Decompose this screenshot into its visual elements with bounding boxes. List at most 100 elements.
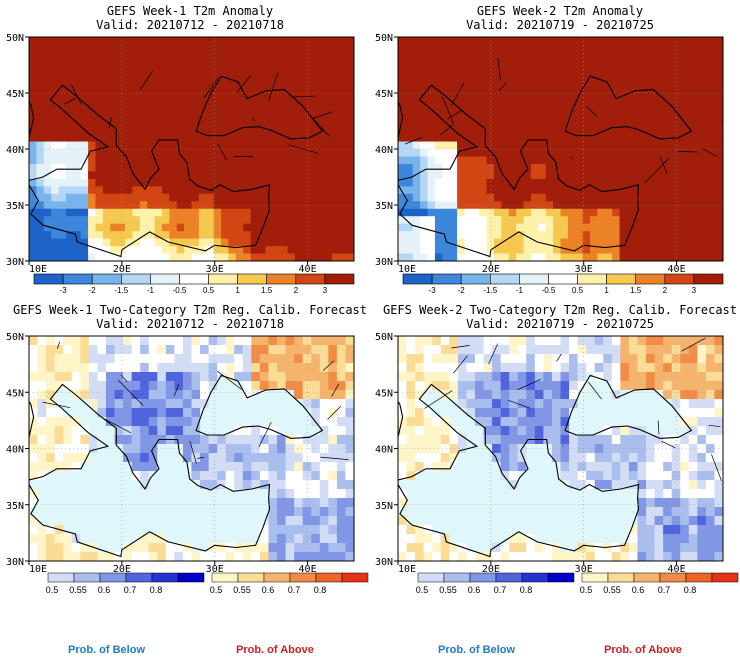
anomaly-legend-week2-label: 2 xyxy=(663,286,668,295)
below-legend-week1: 0.5 0.55 0.6 0.7 0.8 xyxy=(46,572,205,595)
below-legend-week1-swatch xyxy=(73,572,101,583)
below-legend-week2-swatch xyxy=(417,572,445,583)
anomaly-legend-week1-label: 1 xyxy=(235,286,240,295)
lat-label: 35N xyxy=(375,501,393,512)
lon-label: 10E xyxy=(29,564,47,575)
lat-label: 30N xyxy=(6,257,24,268)
lon-label: 40E xyxy=(668,264,686,275)
lon-label: 20E xyxy=(482,564,500,575)
above-legend-week2-label: 0.7 xyxy=(658,585,671,595)
anomaly-legend-week1-swatch xyxy=(266,273,297,285)
panel-title: GEFS Week-1 Two-Category T2m Reg. Calib.… xyxy=(13,303,367,317)
lat-label: 50N xyxy=(375,332,393,343)
lon-label: 30E xyxy=(206,264,224,275)
lon-label: 10E xyxy=(398,264,416,275)
lat-label: 40N xyxy=(375,445,393,456)
anomaly-legend-week1-swatch xyxy=(121,273,151,285)
anomaly-legend-week2-label: -2 xyxy=(458,286,466,295)
anomaly-legend-week1-label: 1.5 xyxy=(261,286,273,295)
below-legend-week2-swatch xyxy=(495,572,523,583)
prob-below-label-left: Prob. of Below xyxy=(68,644,145,656)
map-panel-week2-prob: GEFS Week-2 Two-Category T2m Reg. Calib.… xyxy=(375,303,737,575)
below-legend-week1-label: 0.5 xyxy=(46,585,59,595)
below-legend-week2-swatch xyxy=(547,572,575,583)
map-field-week1-anom xyxy=(29,37,354,261)
lon-label: 10E xyxy=(398,564,416,575)
above-legend-week1-label: 0.6 xyxy=(262,585,275,595)
lat-label: 50N xyxy=(6,332,24,343)
anomaly-legend-week2-label: -0.5 xyxy=(542,286,556,295)
anomaly-legend-week1-swatch xyxy=(208,273,238,285)
anomaly-legend-week2-swatch xyxy=(664,273,695,285)
above-legend-week2-swatch xyxy=(581,572,609,583)
below-legend-week2-label: 0.8 xyxy=(520,585,533,595)
anomaly-legend-week2-swatch xyxy=(489,273,520,285)
lat-label: 45N xyxy=(375,89,393,100)
coastline-week2-prob xyxy=(398,337,723,558)
lat-label: 45N xyxy=(375,388,393,399)
above-legend-week1-label: 0.8 xyxy=(314,585,327,595)
above-legend-week1-swatch xyxy=(341,572,369,583)
lat-label: 50N xyxy=(375,33,393,44)
panel-valid-date: Valid: 20210712 - 20210718 xyxy=(96,317,284,331)
anomaly-legend-week2-swatch xyxy=(460,273,491,285)
lat-label: 45N xyxy=(6,89,24,100)
anomaly-legend-week2-label: -3 xyxy=(429,286,437,295)
anomaly-legend-week2-swatch xyxy=(635,273,666,285)
below-legend-week1-label: 0.55 xyxy=(69,585,87,595)
above-legend-week2-label: 0.55 xyxy=(603,585,621,595)
map-field-week2-anom xyxy=(398,37,723,261)
anomaly-legend-week1-swatch xyxy=(62,273,93,285)
anomaly-legend-week2: -3 -2 -1.5 -1 -0.5 0.5 1 1.5 2 3 xyxy=(402,273,724,295)
below-legend-week2-swatch xyxy=(521,572,549,583)
anomaly-legend-week2-swatch xyxy=(431,273,462,285)
above-legend-week2: 0.5 0.55 0.6 0.7 0.8 xyxy=(580,572,739,595)
below-legend-week2-label: 0.55 xyxy=(439,585,457,595)
lon-label: 30E xyxy=(575,264,593,275)
anomaly-legend-week1-label: -0.5 xyxy=(173,286,187,295)
below-legend-week2: 0.5 0.55 0.6 0.7 0.8 xyxy=(416,572,575,595)
anomaly-legend-week1-swatch xyxy=(150,273,180,285)
prob-above-label-left: Prob. of Above xyxy=(236,644,314,656)
anomaly-legend-week2-swatch xyxy=(577,273,607,285)
lon-label: 40E xyxy=(299,264,317,275)
below-legend-week1-label: 0.7 xyxy=(124,585,137,595)
lon-label: 20E xyxy=(113,564,131,575)
lat-label: 40N xyxy=(6,145,24,156)
anomaly-legend-week1-label: -1 xyxy=(147,286,155,295)
below-legend-week1-swatch xyxy=(151,572,179,583)
below-legend-week2-label: 0.7 xyxy=(494,585,507,595)
anomaly-legend-week1-label: 2 xyxy=(294,286,299,295)
below-legend-week2-swatch xyxy=(469,572,497,583)
lat-label: 45N xyxy=(6,388,24,399)
lat-label: 30N xyxy=(375,557,393,568)
below-legend-week2-swatch xyxy=(443,572,471,583)
above-legend-week2-swatch xyxy=(607,572,635,583)
anomaly-legend-week2-swatch xyxy=(606,273,636,285)
below-legend-week2-label: 0.5 xyxy=(416,585,429,595)
above-legend-week1-label: 0.55 xyxy=(233,585,251,595)
anomaly-legend-week1-label: 3 xyxy=(323,286,328,295)
coastline-week1-prob xyxy=(29,341,354,558)
anomaly-legend-week2-label: 1.5 xyxy=(630,286,642,295)
lon-label: 20E xyxy=(113,264,131,275)
lat-label: 35N xyxy=(6,201,24,212)
above-legend-week2-swatch xyxy=(685,572,713,583)
lon-label: 20E xyxy=(482,264,500,275)
lat-label: 40N xyxy=(6,445,24,456)
panel-valid-date: Valid: 20210719 - 20210725 xyxy=(466,18,654,32)
above-legend-week1-swatch xyxy=(211,572,239,583)
lat-label: 40N xyxy=(375,145,393,156)
above-legend-week2-swatch xyxy=(711,572,739,583)
below-legend-week1-label: 0.8 xyxy=(150,585,163,595)
above-legend-week1-label: 0.5 xyxy=(210,585,223,595)
above-legend-week1: 0.5 0.55 0.6 0.7 0.8 xyxy=(210,572,369,595)
anomaly-legend-week2-swatch xyxy=(402,273,433,285)
above-legend-week2-swatch xyxy=(659,572,687,583)
panel-valid-date: Valid: 20210712 - 20210718 xyxy=(96,18,284,32)
anomaly-legend-week1-label: -2 xyxy=(89,286,97,295)
anomaly-legend-week1: -3 -2 -1.5 -1 -0.5 0.5 1 1.5 2 3 xyxy=(33,273,355,295)
lon-label: 10E xyxy=(29,264,47,275)
above-legend-week1-label: 0.7 xyxy=(288,585,301,595)
